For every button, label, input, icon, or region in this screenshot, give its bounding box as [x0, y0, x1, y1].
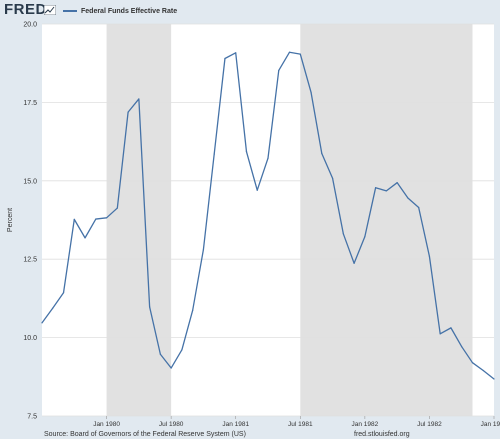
- data-point: [267, 157, 269, 159]
- data-point: [149, 306, 151, 308]
- fred-url-link[interactable]: fred.stlouisfed.org: [354, 431, 410, 438]
- data-point: [224, 57, 226, 60]
- data-point: [278, 69, 280, 72]
- data-point: [342, 233, 344, 235]
- data-point: [73, 218, 75, 220]
- data-point: [192, 309, 194, 311]
- y-tick-label: 17.5: [23, 100, 37, 107]
- data-point: [407, 197, 409, 199]
- x-tick-label: Jul 1982: [417, 421, 442, 428]
- source-note: Source: Board of Governors of the Federa…: [44, 431, 246, 438]
- data-point: [245, 151, 248, 153]
- x-tick-label: Jan 1980: [93, 421, 120, 428]
- recession-band-2: [300, 24, 473, 416]
- data-point: [493, 378, 495, 380]
- y-axis-label: Percent: [7, 208, 14, 232]
- y-tick-label: 12.5: [23, 257, 37, 264]
- x-tick-label: Jul 1981: [288, 421, 313, 428]
- legend-label: Federal Funds Effective Rate: [81, 7, 178, 15]
- data-point: [331, 177, 334, 179]
- series-layer: [41, 51, 495, 380]
- x-axis-ticks: Jan 1980 Jul 1980 Jan 1981 Jul 1981 Jan 1982…: [93, 416, 500, 428]
- data-point: [353, 262, 355, 264]
- data-point: [375, 187, 377, 189]
- x-tick-label: Jan 1983: [481, 421, 500, 428]
- data-point: [364, 236, 366, 238]
- data-point: [127, 111, 129, 113]
- fred-logo[interactable]: FRED: [4, 1, 47, 18]
- data-point: [471, 362, 474, 364]
- data-point: [181, 349, 183, 351]
- data-point: [116, 207, 118, 209]
- x-tick-label: Jan 1982: [351, 421, 378, 428]
- data-point: [62, 292, 65, 294]
- data-point: [138, 98, 140, 100]
- data-point: [450, 327, 452, 329]
- data-point: [439, 333, 441, 335]
- data-point: [310, 91, 312, 93]
- y-tick-label: 15.0: [23, 178, 37, 185]
- recession-bands: [106, 24, 473, 416]
- data-point: [202, 248, 205, 251]
- recession-band-1: [106, 24, 172, 416]
- data-point: [170, 367, 172, 369]
- data-point: [396, 182, 398, 184]
- data-point: [235, 52, 237, 54]
- y-axis-ticks: 20.0 17.5 15.0 12.5 10.0 7.5: [23, 22, 37, 421]
- legend-swatch: [63, 10, 77, 12]
- y-tick-label: 20.0: [23, 22, 37, 29]
- data-point: [461, 346, 463, 348]
- data-point: [105, 217, 108, 219]
- y-tick-label: 10.0: [23, 335, 37, 342]
- data-point: [482, 369, 484, 372]
- gridlines: [42, 23, 494, 417]
- fred-logo-graph-icon: [44, 5, 56, 15]
- data-point: [84, 237, 86, 239]
- data-point: [52, 307, 54, 309]
- y-tick-label: 7.5: [27, 414, 37, 421]
- data-point: [428, 255, 431, 257]
- data-point: [385, 190, 387, 192]
- legend: Federal Funds Effective Rate: [63, 5, 177, 17]
- x-tick-label: Jul 1980: [159, 421, 184, 428]
- x-tick-label: Jan 1981: [222, 421, 249, 428]
- data-point: [213, 153, 215, 155]
- data-point: [256, 189, 258, 191]
- data-point: [95, 218, 97, 220]
- data-point: [418, 206, 420, 209]
- header: FRED Federal Funds Effective Rate: [0, 0, 500, 20]
- data-point: [321, 152, 323, 155]
- data-point: [288, 51, 291, 53]
- data-point: [41, 322, 43, 324]
- data-point: [159, 353, 161, 355]
- data-point: [299, 53, 301, 55]
